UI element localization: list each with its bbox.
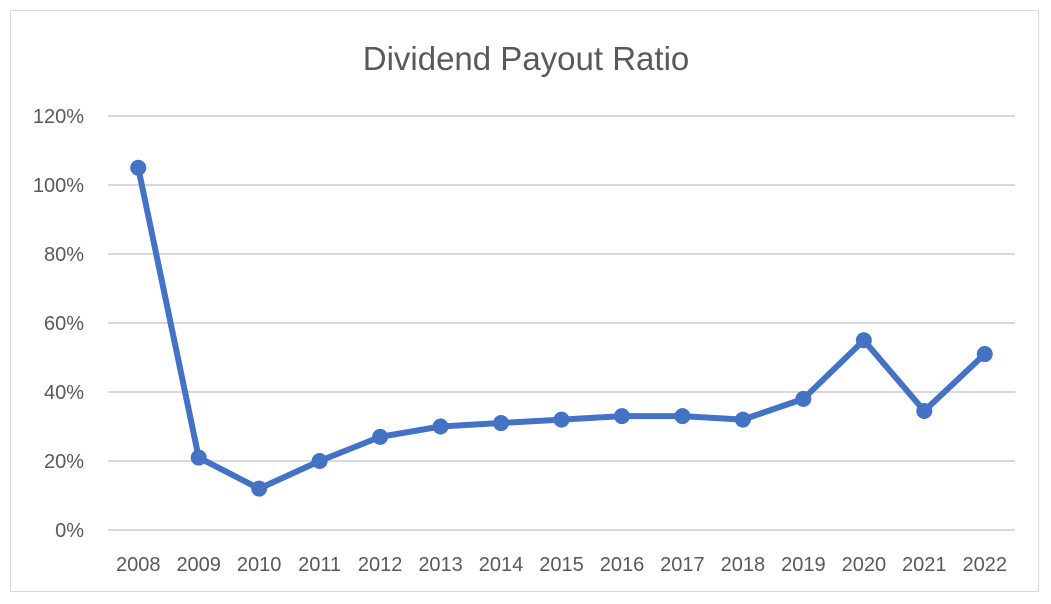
y-tick-label: 100%	[33, 175, 84, 197]
data-point	[432, 418, 449, 435]
data-point	[674, 408, 691, 425]
y-tick-label: 120%	[33, 106, 84, 128]
data-point	[855, 332, 872, 349]
x-tick-label: 2019	[781, 554, 826, 576]
x-tick-label: 2013	[418, 554, 463, 576]
data-point	[916, 402, 933, 419]
x-tick-label: 2018	[721, 554, 766, 576]
y-tick-label: 0%	[55, 520, 84, 542]
data-point	[613, 408, 630, 425]
data-point	[493, 415, 510, 432]
x-tick-label: 2022	[963, 554, 1008, 576]
x-tick-label: 2012	[358, 554, 403, 576]
data-point	[190, 449, 207, 466]
y-tick-label: 80%	[44, 244, 84, 266]
x-axis-ticks: 2008 2009 2010 2011 2012 2013 2014 2015 2016 2017…	[116, 554, 1007, 576]
x-tick-label: 2015	[539, 554, 584, 576]
y-tick-label: 60%	[44, 313, 84, 335]
data-point	[130, 159, 147, 176]
x-tick-label: 2009	[176, 554, 221, 576]
x-tick-label: 2010	[237, 554, 282, 576]
x-tick-label: 2008	[116, 554, 161, 576]
y-tick-label: 40%	[44, 382, 84, 404]
data-point	[372, 428, 389, 445]
data-point	[734, 411, 751, 428]
data-point	[251, 480, 268, 497]
data-point	[553, 411, 570, 428]
data-point	[795, 390, 812, 407]
x-tick-label: 2020	[842, 554, 887, 576]
chart-frame	[10, 10, 1039, 592]
x-tick-label: 2021	[902, 554, 947, 576]
data-point	[976, 346, 993, 363]
series-group	[130, 159, 993, 497]
y-tick-label: 20%	[44, 451, 84, 473]
data-point	[311, 453, 328, 469]
x-tick-label: 2014	[479, 554, 524, 576]
x-tick-label: 2011	[298, 554, 341, 576]
x-tick-label: 2017	[660, 554, 705, 576]
y-axis-ticks: 0% 20% 40% 60% 80% 100% 120%	[33, 106, 84, 542]
x-tick-label: 2016	[600, 554, 645, 576]
chart-title: Dividend Payout Ratio	[363, 40, 690, 77]
series-line	[135, 164, 988, 492]
gridlines	[108, 115, 1015, 531]
